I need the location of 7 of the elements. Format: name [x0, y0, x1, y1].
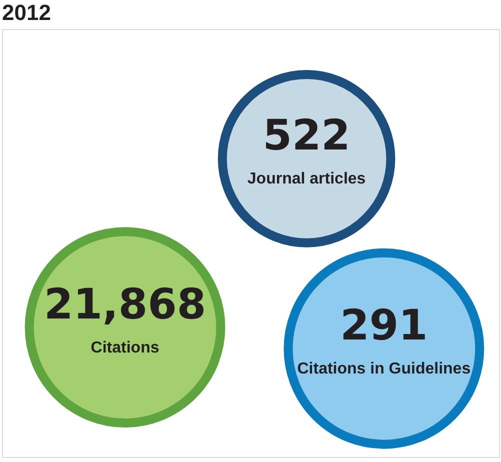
text: 2012 [2, 0, 51, 25]
category-label: Citations [90, 339, 160, 356]
data-label: 291 [340, 300, 428, 350]
category-label: Citations in Guidelines [297, 360, 471, 378]
data-label: 21,868 [44, 279, 206, 328]
data-label: 522 [262, 110, 350, 160]
category-label: Journal articles [247, 170, 366, 188]
